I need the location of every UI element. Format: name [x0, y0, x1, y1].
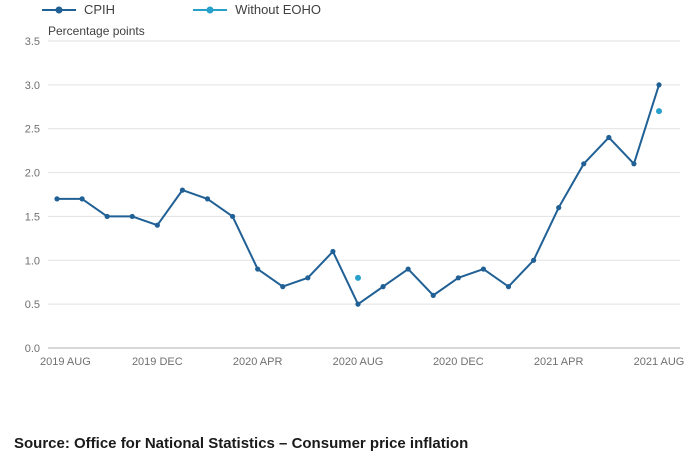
svg-text:2019 DEC: 2019 DEC [132, 356, 183, 368]
chart-svg: 0.0 0.5 1.0 1.5 2.0 2.5 3.0 3.5 Percentage point… [25, 24, 685, 368]
svg-text:1.0: 1.0 [25, 255, 40, 267]
svg-text:3.5: 3.5 [25, 36, 40, 48]
svg-text:2019 AUG: 2019 AUG [40, 356, 91, 368]
source-text: Source: Office for National Statistics –… [14, 435, 469, 452]
svg-text:2020 DEC: 2020 DEC [433, 356, 484, 368]
legend-label-cpih: CPIH [84, 2, 116, 17]
legend-item-without-eoho[interactable]: Without EOHO [193, 2, 321, 17]
svg-text:Percentage points: Percentage points [48, 24, 145, 38]
cpih-legend-marker-icon [42, 6, 76, 13]
svg-text:2020 AUG: 2020 AUG [333, 356, 384, 368]
chart-legend: CPIH Without EOHO [42, 2, 321, 17]
svg-text:2.0: 2.0 [25, 168, 40, 180]
legend-item-cpih[interactable]: CPIH [42, 2, 115, 17]
without-eoho-legend-marker-icon [193, 6, 228, 13]
svg-text:3.0: 3.0 [25, 80, 40, 92]
legend-label-without-eoho: Without EOHO [235, 2, 322, 17]
svg-text:2021 APR: 2021 APR [534, 356, 584, 368]
svg-text:1.5: 1.5 [25, 211, 40, 223]
svg-text:2021 AUG: 2021 AUG [634, 356, 685, 368]
svg-text:0.5: 0.5 [25, 299, 40, 311]
svg-text:2.5: 2.5 [25, 124, 40, 136]
svg-text:0.0: 0.0 [25, 343, 40, 355]
svg-text:2020 APR: 2020 APR [233, 356, 283, 368]
